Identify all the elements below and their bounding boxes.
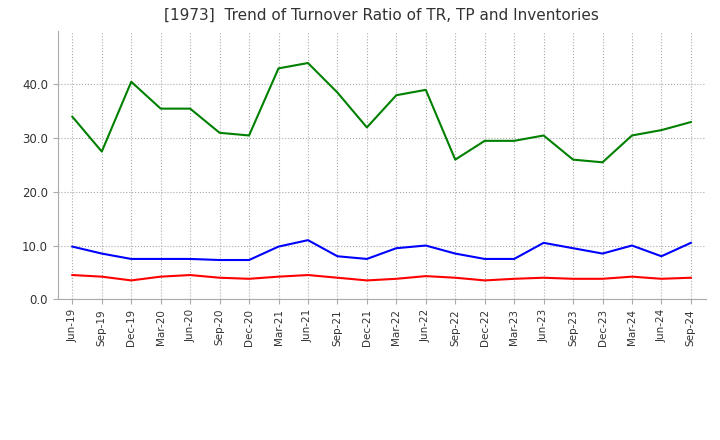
Trade Receivables [304, 272, 312, 278]
Trade Receivables [363, 278, 372, 283]
Inventories [451, 157, 459, 162]
Trade Payables [657, 253, 666, 259]
Trade Receivables [421, 274, 430, 279]
Trade Payables [510, 256, 518, 261]
Inventories [156, 106, 165, 111]
Line: Inventories: Inventories [72, 63, 691, 162]
Trade Receivables [480, 278, 489, 283]
Trade Payables [363, 256, 372, 261]
Inventories [333, 90, 342, 95]
Inventories [392, 92, 400, 98]
Trade Payables [274, 244, 283, 249]
Trade Payables [127, 256, 135, 261]
Inventories [657, 128, 666, 133]
Trade Receivables [451, 275, 459, 280]
Trade Payables [215, 257, 224, 263]
Trade Payables [245, 257, 253, 263]
Trade Receivables [97, 274, 106, 279]
Inventories [421, 87, 430, 92]
Inventories [598, 160, 607, 165]
Inventories [628, 133, 636, 138]
Trade Payables [628, 243, 636, 248]
Inventories [274, 66, 283, 71]
Trade Payables [392, 246, 400, 251]
Trade Receivables [510, 276, 518, 282]
Inventories [687, 119, 696, 125]
Inventories [510, 138, 518, 143]
Inventories [97, 149, 106, 154]
Trade Receivables [657, 276, 666, 282]
Trade Payables [68, 244, 76, 249]
Trade Receivables [333, 275, 342, 280]
Trade Payables [304, 238, 312, 243]
Title: [1973]  Trend of Turnover Ratio of TR, TP and Inventories: [1973] Trend of Turnover Ratio of TR, TP… [164, 7, 599, 23]
Trade Receivables [274, 274, 283, 279]
Trade Receivables [687, 275, 696, 280]
Trade Payables [687, 240, 696, 246]
Inventories [245, 133, 253, 138]
Inventories [363, 125, 372, 130]
Trade Receivables [569, 276, 577, 282]
Trade Payables [539, 240, 548, 246]
Inventories [68, 114, 76, 119]
Trade Receivables [539, 275, 548, 280]
Trade Payables [156, 256, 165, 261]
Trade Payables [598, 251, 607, 256]
Inventories [480, 138, 489, 143]
Trade Payables [569, 246, 577, 251]
Trade Payables [421, 243, 430, 248]
Trade Receivables [186, 272, 194, 278]
Trade Receivables [245, 276, 253, 282]
Trade Receivables [628, 274, 636, 279]
Trade Payables [480, 256, 489, 261]
Trade Receivables [598, 276, 607, 282]
Inventories [127, 79, 135, 84]
Trade Receivables [127, 278, 135, 283]
Trade Receivables [215, 275, 224, 280]
Trade Receivables [68, 272, 76, 278]
Inventories [539, 133, 548, 138]
Trade Payables [451, 251, 459, 256]
Inventories [186, 106, 194, 111]
Trade Receivables [156, 274, 165, 279]
Trade Receivables [392, 276, 400, 282]
Inventories [569, 157, 577, 162]
Trade Payables [97, 251, 106, 256]
Inventories [215, 130, 224, 136]
Line: Trade Receivables: Trade Receivables [72, 275, 691, 280]
Inventories [304, 60, 312, 66]
Line: Trade Payables: Trade Payables [72, 240, 691, 260]
Trade Payables [333, 253, 342, 259]
Trade Payables [186, 256, 194, 261]
